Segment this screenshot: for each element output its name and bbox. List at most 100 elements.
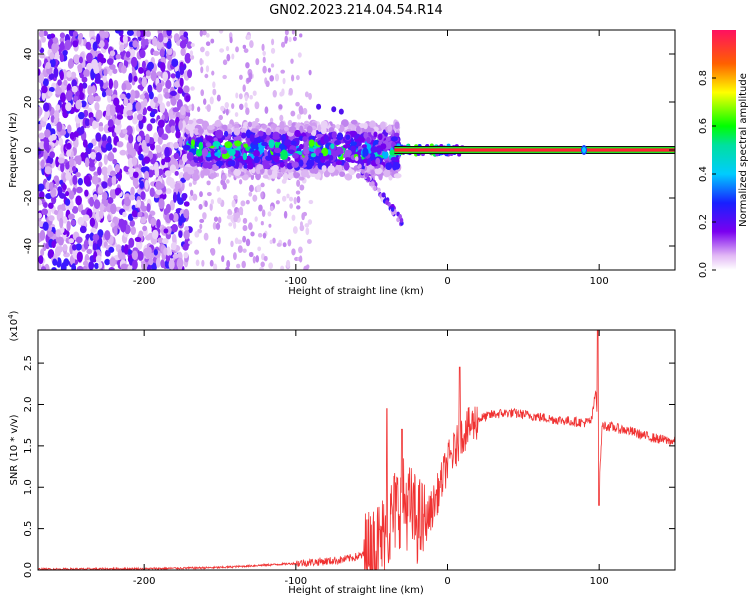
spectrogram-cell xyxy=(75,243,82,251)
spectrogram-cell xyxy=(207,125,215,131)
spectrogram-cell xyxy=(171,58,179,68)
spectrogram-cell xyxy=(340,119,349,127)
y-tick-label: 0.5 xyxy=(23,521,34,537)
spectrogram-cell xyxy=(205,135,214,142)
spectrogram-cell xyxy=(238,74,243,80)
spectrogram-cell xyxy=(101,181,108,189)
spectrogram-cell xyxy=(136,113,144,121)
spectrogram-cell xyxy=(233,169,242,177)
spectrogram-cell xyxy=(44,129,51,138)
spectrogram-cell xyxy=(90,227,97,233)
spectrogram-cell xyxy=(143,156,151,164)
spectrogram-cell xyxy=(226,214,232,220)
spectrogram-cell xyxy=(169,164,177,174)
spectrogram-cell xyxy=(298,176,305,181)
spectrogram-cell xyxy=(304,223,310,228)
spectrogram-cell xyxy=(146,264,152,270)
spectrogram-cell xyxy=(260,261,265,268)
spectrogram-cell xyxy=(124,82,132,91)
spectrogram-cell xyxy=(380,121,386,130)
spectrogram-cell xyxy=(250,231,255,237)
spectrogram-cell xyxy=(225,266,230,270)
spectrogram-cell xyxy=(92,233,100,242)
spectrogram-cell xyxy=(295,190,301,195)
spectrogram-cell xyxy=(147,61,154,70)
spectrogram-cell xyxy=(109,106,116,117)
spectrogram-cell xyxy=(66,220,71,232)
spectrogram-cell xyxy=(307,238,312,244)
spectrogram-cell xyxy=(202,30,207,36)
spectrogram-cell xyxy=(284,139,292,146)
spectrogram-cell xyxy=(170,73,176,79)
spectrogram-cell xyxy=(220,105,225,112)
spectrogram-cell xyxy=(38,59,42,68)
spectrogram-cell xyxy=(109,257,116,268)
spectrogram-cell xyxy=(299,33,303,38)
spectrogram-cell xyxy=(217,216,222,224)
spectrogram-cell xyxy=(393,173,402,179)
spectrogram-cell xyxy=(385,162,393,170)
spectrogram-cell xyxy=(108,246,115,253)
spectrogram-cell xyxy=(257,246,262,252)
spectrogram-cell xyxy=(263,255,268,262)
spectrogram-cell xyxy=(370,169,375,176)
snr-background xyxy=(38,330,675,570)
spectrogram-cell xyxy=(130,186,135,196)
spectrogram-cell xyxy=(240,132,247,139)
spectrogram-cell xyxy=(149,137,155,145)
spectrogram-cell xyxy=(97,185,104,194)
y-tick-label: 0.0 xyxy=(23,562,34,578)
spectrogram-cell xyxy=(121,65,127,74)
spectrogram-cell xyxy=(344,157,351,162)
spectrogram-cell xyxy=(197,128,204,134)
spectrogram-y-label: Frequency (Hz) xyxy=(8,112,19,188)
spectrogram-cell xyxy=(66,142,72,150)
spectrogram-cell xyxy=(141,60,146,69)
spectrogram-cell xyxy=(103,68,108,76)
spectrogram-cell xyxy=(243,143,249,148)
spectrogram-cell xyxy=(398,214,402,220)
spectrogram-cell xyxy=(298,159,304,167)
spectrogram-cell xyxy=(166,47,173,56)
colorbar-tick-label: 0.0 xyxy=(698,262,709,278)
spectrogram-cell xyxy=(189,50,194,57)
spectrogram-cell xyxy=(127,144,134,155)
spectrogram-cell xyxy=(295,101,300,107)
spectrogram-cell xyxy=(38,68,41,76)
spectrogram-cell xyxy=(272,135,280,140)
spectrogram-cell xyxy=(173,81,181,88)
spectrogram-cell xyxy=(230,160,236,167)
spectrogram-cell xyxy=(316,103,322,110)
spectrogram-cell xyxy=(234,112,239,117)
spectrogram-cell xyxy=(169,213,174,221)
spectrogram-cell xyxy=(88,112,94,119)
spectrogram-cell xyxy=(231,53,235,60)
spectrogram-cell xyxy=(124,196,131,207)
spectrogram-cell xyxy=(163,87,169,94)
spectrogram-cell xyxy=(238,93,243,100)
spectrogram-cell xyxy=(175,130,181,139)
spectrogram-cell xyxy=(139,94,145,100)
spectrogram-cell xyxy=(269,239,273,245)
spectrogram-cell xyxy=(84,157,90,168)
spectrogram-cell xyxy=(144,133,150,144)
spectrogram-cell xyxy=(39,229,46,241)
spectrogram-cell xyxy=(160,259,165,269)
spectrogram-cell xyxy=(91,85,96,95)
spectrogram-cell xyxy=(96,33,101,45)
spectrogram-cell xyxy=(159,102,166,114)
spectrogram-cell xyxy=(328,154,334,161)
spectrogram-cell xyxy=(156,82,163,93)
snr-y-label: SNR (10 * v/v) xyxy=(9,414,20,485)
spectrogram-cell xyxy=(390,206,395,212)
spectrogram-cell xyxy=(108,64,116,70)
spectrogram-cell xyxy=(71,205,79,214)
spectrogram-cell xyxy=(150,70,157,82)
spectrogram-cell xyxy=(310,152,317,158)
spectrogram-cell xyxy=(159,48,165,58)
spectrogram-cell xyxy=(210,247,216,256)
spectrogram-cell xyxy=(64,39,72,51)
spectrogram-cell xyxy=(199,30,203,37)
spectrogram-cell xyxy=(69,157,75,168)
spectrogram-cell xyxy=(82,265,88,270)
